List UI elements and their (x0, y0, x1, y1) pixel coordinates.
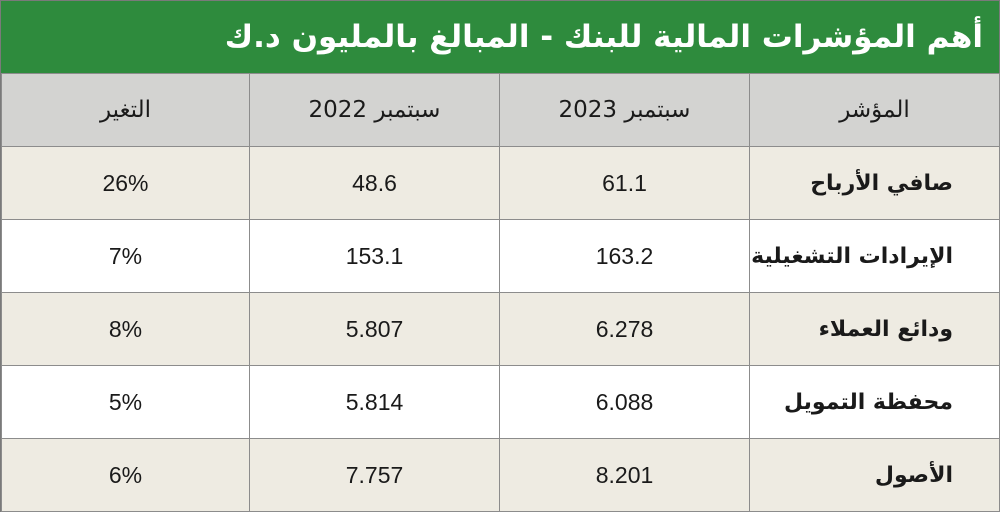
row-sep-2023: 6.278 (499, 292, 750, 366)
header-indicator: المؤشر (749, 73, 1000, 147)
title-bar: أهم المؤشرات المالية للبنك - المبالغ بال… (1, 1, 999, 73)
row-indicator: الأصول (749, 438, 1000, 512)
table-row: الأصول 8.201 7.757 6% (1, 438, 1000, 512)
row-sep-2022: 7.757 (249, 438, 500, 512)
table-row: محفظة التمويل 6.088 5.814 5% (1, 365, 1000, 439)
row-sep-2022: 5.807 (249, 292, 500, 366)
row-change: 7% (1, 219, 250, 293)
row-sep-2023: 6.088 (499, 365, 750, 439)
row-indicator: الإيرادات التشغيلية (749, 219, 1000, 293)
row-sep-2023: 163.2 (499, 219, 750, 293)
row-change: 8% (1, 292, 250, 366)
row-indicator: محفظة التمويل (749, 365, 1000, 439)
table-row: صافي الأرباح 61.1 48.6 26% (1, 146, 1000, 220)
row-sep-2022: 5.814 (249, 365, 500, 439)
row-change: 26% (1, 146, 250, 220)
header-change: التغير (1, 73, 250, 147)
indicators-table: المؤشر سبتمبر 2023 سبتمبر 2022 التغير صا… (1, 73, 1000, 512)
row-sep-2023: 61.1 (499, 146, 750, 220)
row-indicator: صافي الأرباح (749, 146, 1000, 220)
header-sep-2023: سبتمبر 2023 (499, 73, 750, 147)
row-indicator: ودائع العملاء (749, 292, 1000, 366)
row-sep-2022: 48.6 (249, 146, 500, 220)
row-sep-2022: 153.1 (249, 219, 500, 293)
row-sep-2023: 8.201 (499, 438, 750, 512)
table-title: أهم المؤشرات المالية للبنك - المبالغ بال… (224, 19, 983, 55)
row-change: 5% (1, 365, 250, 439)
table-row: ودائع العملاء 6.278 5.807 8% (1, 292, 1000, 366)
header-sep-2022: سبتمبر 2022 (249, 73, 500, 147)
row-change: 6% (1, 438, 250, 512)
header-row: المؤشر سبتمبر 2023 سبتمبر 2022 التغير (1, 73, 1000, 147)
table-row: الإيرادات التشغيلية 163.2 153.1 7% (1, 219, 1000, 293)
